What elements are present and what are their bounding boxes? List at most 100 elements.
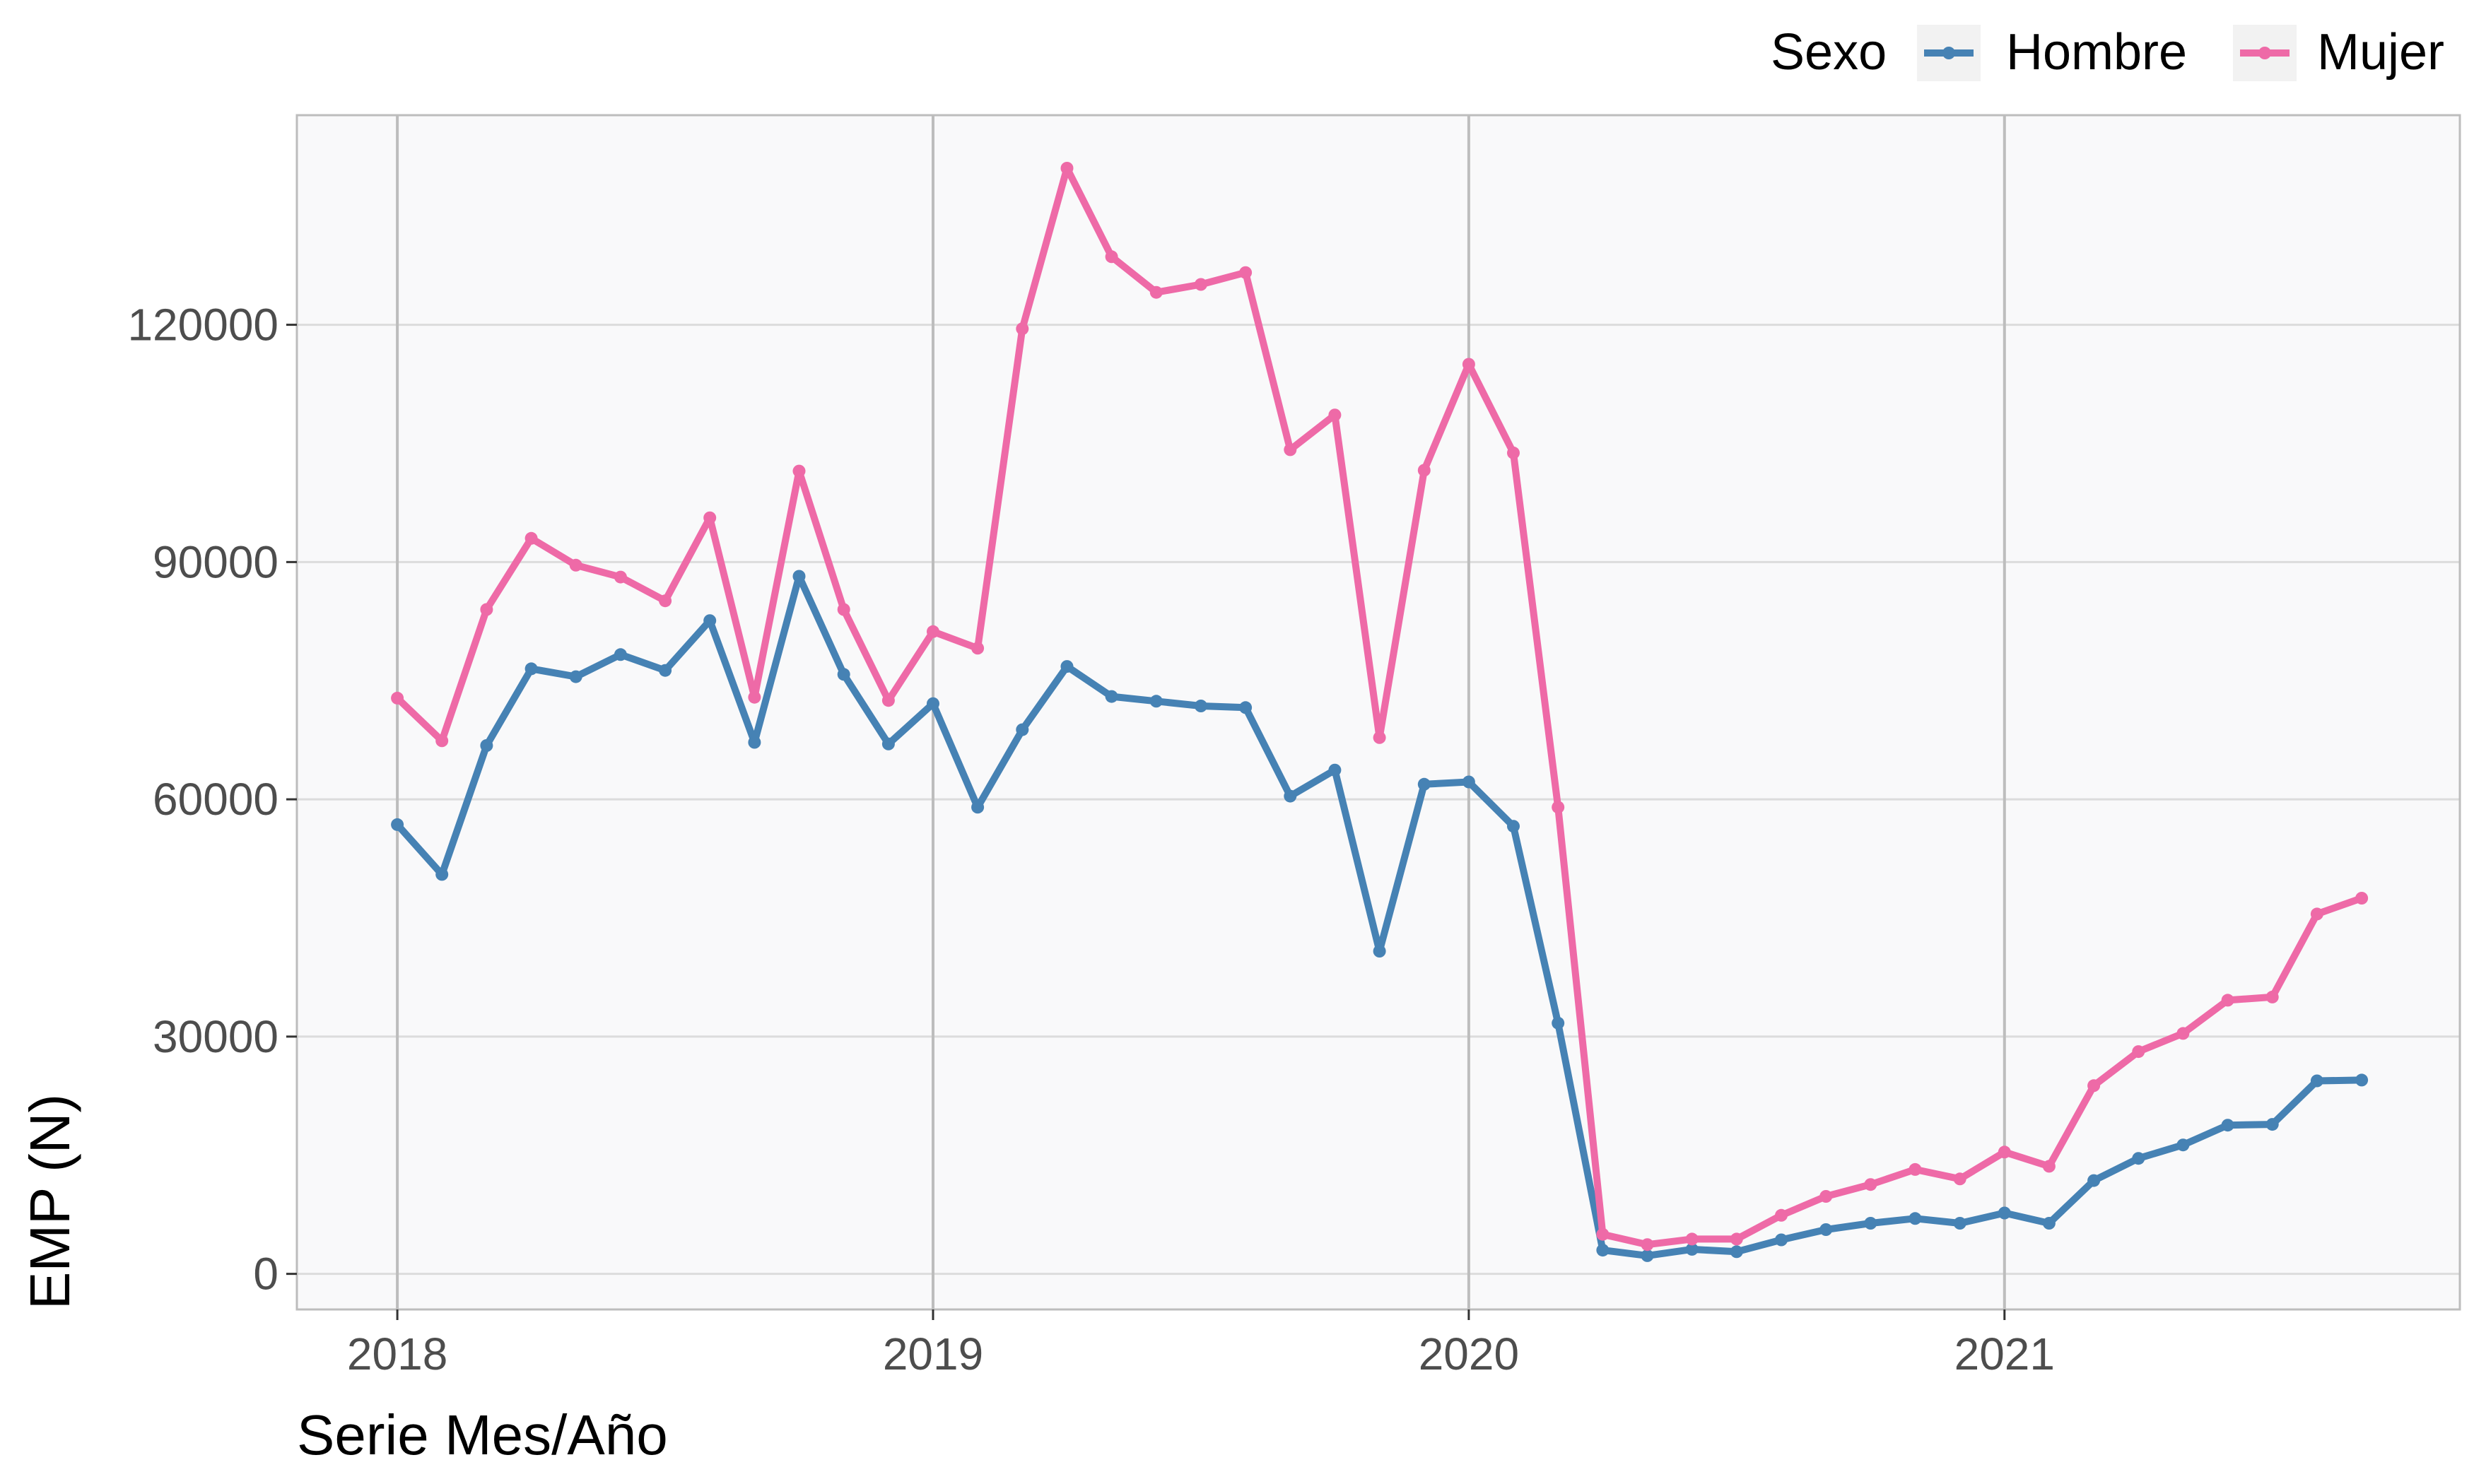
data-point-mujer (480, 603, 493, 616)
data-point-mujer (1998, 1146, 2011, 1159)
data-point-mujer (1507, 446, 1520, 459)
y-axis-ticks: 0 30000 60000 90000 120000 (127, 300, 297, 1300)
data-point-hombre (2355, 1073, 2369, 1087)
data-point-mujer (1194, 278, 1207, 291)
data-point-mujer (1775, 1208, 1788, 1222)
data-point-mujer (391, 691, 404, 705)
data-point-hombre (1328, 763, 1342, 777)
data-point-hombre (1060, 660, 1074, 673)
data-point-hombre (1864, 1217, 1877, 1230)
data-point-mujer (2310, 907, 2323, 921)
data-point-hombre (792, 570, 806, 583)
data-point-hombre (1953, 1217, 1966, 1230)
data-point-hombre (435, 868, 449, 881)
data-point-mujer (569, 558, 582, 572)
data-point-mujer (1685, 1232, 1699, 1246)
data-point-hombre (391, 818, 404, 831)
data-point-hombre (1417, 777, 1431, 791)
panel-border (295, 114, 2461, 1311)
data-point-hombre (1909, 1212, 1922, 1225)
data-point-hombre (1373, 945, 1386, 958)
y-tick-label: 60000 (153, 774, 279, 825)
data-point-mujer (2265, 990, 2279, 1003)
data-point-hombre (1685, 1242, 1699, 1256)
data-point-hombre (1462, 775, 1475, 789)
data-point-hombre (2265, 1118, 2279, 1131)
data-point-mujer (2355, 892, 2369, 905)
data-point-mujer (659, 594, 672, 608)
data-point-hombre (480, 739, 493, 752)
data-point-mujer (1105, 250, 1118, 264)
data-point-hombre (927, 697, 939, 710)
y-tick-label: 0 (253, 1249, 279, 1300)
legend-label-mujer: Mujer (2317, 24, 2444, 81)
data-point-mujer (2221, 994, 2234, 1007)
legend-point-mujer (2258, 47, 2271, 59)
data-point-mujer (2176, 1027, 2190, 1040)
data-point-hombre (1194, 700, 1207, 712)
y-tick-label: 90000 (153, 536, 279, 587)
data-point-mujer (614, 570, 627, 584)
data-point-mujer (971, 642, 985, 655)
y-axis-title: EMP (N) (18, 1094, 81, 1309)
data-point-hombre (1596, 1244, 1610, 1257)
data-point-hombre (1149, 695, 1163, 708)
data-point-hombre (659, 664, 672, 677)
data-point-hombre (1105, 690, 1118, 703)
data-point-mujer (1239, 266, 1253, 279)
data-point-hombre (1998, 1206, 2011, 1220)
data-point-mujer (703, 511, 717, 524)
series-layer (391, 162, 2369, 1262)
data-point-hombre (703, 614, 717, 628)
data-point-mujer (748, 690, 761, 704)
data-point-mujer (1016, 322, 1029, 336)
data-point-hombre (748, 736, 761, 749)
data-point-hombre (1507, 820, 1520, 833)
data-point-mujer (1596, 1227, 1610, 1241)
data-point-hombre (524, 662, 538, 676)
data-point-mujer (1552, 801, 1565, 814)
data-point-mujer (1641, 1238, 1654, 1252)
data-point-hombre (971, 801, 985, 814)
data-point-mujer (1328, 408, 1342, 422)
data-point-hombre (1284, 789, 1297, 803)
data-point-hombre (2221, 1119, 2234, 1132)
data-point-hombre (2176, 1138, 2190, 1152)
x-tick-label: 2021 (1954, 1329, 2055, 1379)
data-point-hombre (837, 668, 850, 681)
x-axis-title: Serie Mes/Año (297, 1403, 668, 1466)
data-point-hombre (2310, 1074, 2323, 1088)
data-point-mujer (524, 531, 538, 545)
data-point-hombre (1239, 701, 1253, 714)
y-tick-label: 120000 (127, 300, 279, 351)
data-point-hombre (1552, 1016, 1565, 1030)
data-point-hombre (881, 737, 895, 750)
data-point-mujer (792, 464, 806, 478)
data-point-hombre (1730, 1245, 1743, 1259)
legend: Sexo Hombre Mujer (1771, 24, 2444, 81)
legend-point-hombre (1942, 47, 1955, 59)
data-point-mujer (881, 694, 895, 707)
x-tick-label: 2020 (1419, 1329, 1519, 1379)
legend-title: Sexo (1771, 24, 1887, 81)
series-mujer (391, 162, 2369, 1252)
y-tick-label: 30000 (153, 1011, 279, 1062)
series-hombre (391, 570, 2369, 1262)
data-point-hombre (2087, 1174, 2101, 1187)
data-point-hombre (569, 670, 582, 683)
data-point-hombre (2132, 1152, 2145, 1165)
data-point-mujer (1462, 358, 1475, 371)
data-point-mujer (2042, 1160, 2056, 1173)
data-point-hombre (2042, 1217, 2056, 1230)
data-point-mujer (1953, 1172, 1966, 1186)
data-point-hombre (1641, 1249, 1654, 1262)
data-point-mujer (1417, 464, 1431, 477)
data-point-mujer (1060, 162, 1074, 175)
data-point-hombre (1016, 723, 1029, 736)
data-point-mujer (435, 734, 449, 748)
data-point-hombre (1775, 1233, 1788, 1247)
data-point-mujer (927, 625, 939, 638)
horizontal-gridlines (297, 324, 2460, 1276)
x-tick-label: 2019 (883, 1329, 983, 1379)
